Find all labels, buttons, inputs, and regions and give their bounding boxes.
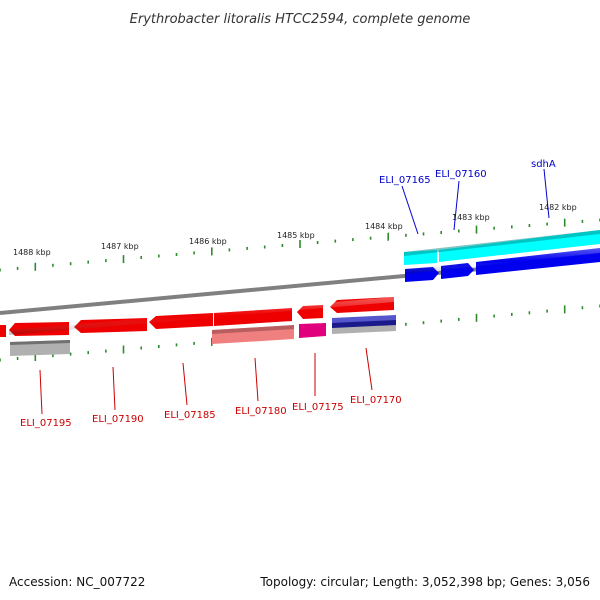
gene-label-ELI_07180[interactable]: ELI_07180 (235, 406, 287, 417)
gene-shade (405, 248, 600, 274)
feature-edge (10, 340, 70, 345)
accession-text: Accession: NC_007722 (9, 575, 145, 589)
scale-label: 1482 kbp (539, 203, 577, 212)
map-title: Erythrobacter litoralis HTCC2594, comple… (130, 12, 471, 27)
scale-ticks-top (0, 218, 600, 272)
scale-label: 1483 kbp (452, 213, 490, 222)
label-leader (112, 366, 116, 411)
reverse-feature-track (10, 315, 396, 356)
gene-label-sdhA[interactable]: sdhA (531, 159, 556, 170)
gene-arrow-partial[interactable] (0, 325, 6, 337)
label-leader (453, 180, 460, 231)
reverse-feature-ELI_07170-c[interactable] (332, 325, 396, 334)
reverse-gene-track (0, 297, 394, 337)
gene-label-ELI_07170[interactable]: ELI_07170 (350, 395, 402, 406)
scale-label: 1484 kbp (365, 222, 403, 231)
reverse-feature-ELI_07175[interactable] (299, 323, 326, 338)
genome-summary-text: Topology: circular; Length: 3,052,398 bp… (259, 575, 590, 589)
label-leader (401, 185, 419, 235)
gene-shade (9, 297, 394, 335)
forward-feature-edge (404, 230, 600, 256)
gene-label-ELI_07175[interactable]: ELI_07175 (292, 402, 344, 413)
label-leader (182, 362, 188, 406)
label-leader (39, 369, 43, 415)
forward-gene-track (405, 248, 600, 282)
label-leader (365, 347, 373, 391)
scale-label: 1488 kbp (13, 248, 51, 257)
gene-label-ELI_07190[interactable]: ELI_07190 (92, 414, 144, 425)
label-leader (254, 357, 259, 402)
gene-label-ELI_07160[interactable]: ELI_07160 (435, 169, 487, 180)
scale-label: 1486 kbp (189, 237, 227, 246)
feature-edge (212, 325, 294, 334)
scale-label: 1487 kbp (101, 242, 139, 251)
gene-label-ELI_07165[interactable]: ELI_07165 (379, 175, 431, 186)
gene-label-ELI_07195[interactable]: ELI_07195 (20, 418, 72, 429)
gene-label-ELI_07185[interactable]: ELI_07185 (164, 410, 216, 421)
forward-feature-track (404, 230, 600, 265)
scale-label: 1485 kbp (277, 231, 315, 240)
label-leader (543, 168, 550, 219)
